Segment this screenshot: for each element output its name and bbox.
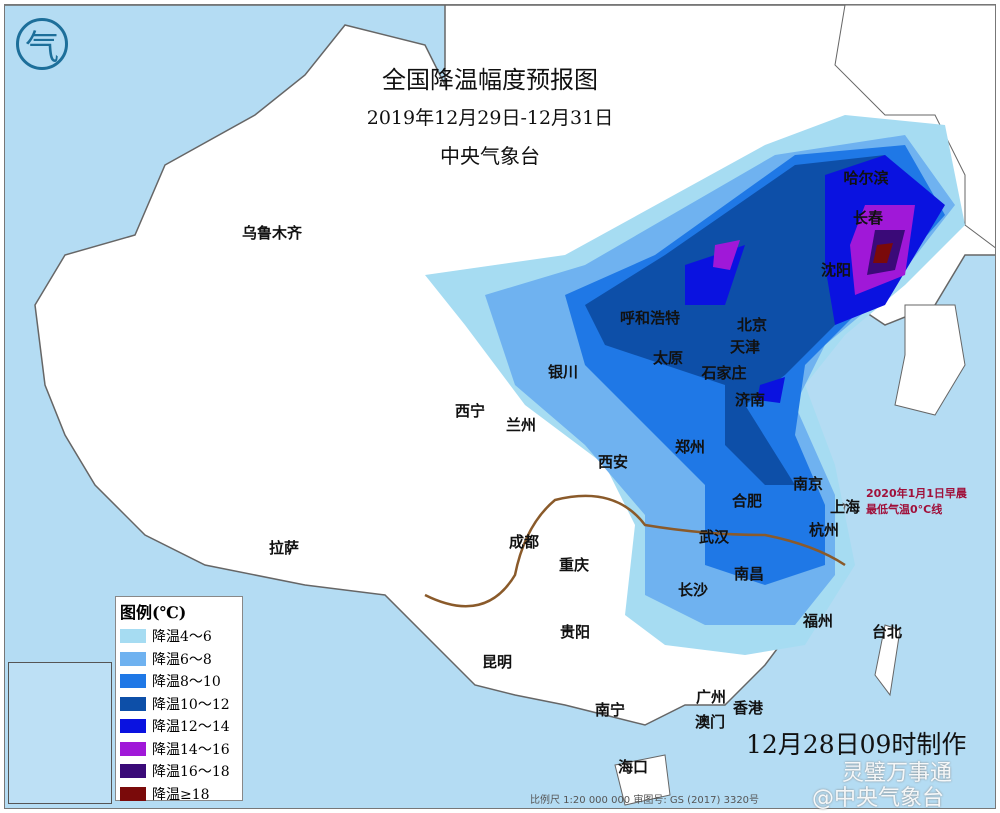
city-label: 银川 [547, 363, 579, 381]
city-label: 兰州 [505, 416, 537, 434]
city-label: 武汉 [698, 528, 730, 546]
korea [894, 304, 966, 416]
issuer: 中央气象台 [440, 144, 540, 168]
legend-item: 降温12～14 [120, 715, 238, 738]
city-label: 石家庄 [701, 364, 747, 382]
city-label: 海口 [617, 758, 649, 776]
city-label: 香港 [732, 699, 764, 717]
legend-label: 降温16～18 [152, 764, 230, 781]
city-label: 乌鲁木齐 [241, 224, 303, 242]
legend-label: 降温4～6 [152, 629, 212, 646]
east-land [834, 5, 995, 249]
city-label: 广州 [695, 688, 727, 706]
watermark-2: @中央气象台 [812, 786, 945, 811]
city-label: 天津 [729, 338, 761, 356]
zero-line-note: 2020年1月1日早晨 最低气温0°C线 [866, 486, 967, 518]
scale-text: 比例尺 1:20 000 000 审图号: GS (2017) 3320号 [530, 795, 760, 806]
legend-swatch [120, 719, 146, 734]
legend-item: 降温8～10 [120, 670, 238, 693]
city-label: 长沙 [677, 581, 709, 599]
map-title: 全国降温幅度预报图 [382, 66, 598, 94]
hainan [614, 754, 671, 806]
legend-swatch [120, 696, 146, 711]
city-label: 西宁 [454, 402, 486, 420]
city-label: 合肥 [731, 492, 763, 510]
city-label: 长春 [852, 209, 884, 227]
legend-swatch [120, 786, 146, 801]
legend-label: 降温6～8 [152, 651, 212, 668]
legend-item: 降温16～18 [120, 760, 238, 783]
legend-item: 降温≥18 [120, 783, 238, 806]
legend-item: 降温10～12 [120, 693, 238, 716]
city-label: 拉萨 [268, 539, 300, 557]
city-label: 哈尔滨 [843, 169, 889, 187]
city-label: 西安 [597, 453, 629, 471]
legend-swatch [120, 764, 146, 779]
city-label: 沈阳 [820, 261, 852, 279]
city-label: 郑州 [674, 438, 706, 456]
legend-label: 降温14～16 [152, 741, 230, 758]
city-label: 贵阳 [559, 623, 591, 641]
legend-item: 降温6～8 [120, 648, 238, 671]
south-china-sea-inset [8, 662, 112, 804]
taiwan [874, 624, 901, 697]
legend-label: 降温8～10 [152, 674, 221, 691]
city-label: 昆明 [481, 653, 513, 671]
legend-swatch [120, 741, 146, 756]
city-label: 济南 [734, 391, 766, 409]
legend-item: 降温14～16 [120, 738, 238, 761]
city-label: 太原 [652, 349, 684, 367]
city-label: 重庆 [558, 556, 590, 574]
legend-swatch [120, 651, 146, 666]
city-label: 澳门 [694, 713, 726, 731]
watermark-1: 灵璧万事通 [842, 761, 953, 786]
date-range: 2019年12月29日-12月31日 [366, 107, 614, 129]
cma-logo: 气 [16, 18, 68, 70]
zero-line-note-line2: 最低气温0°C线 [866, 503, 943, 516]
legend-item: 降温4～6 [120, 625, 238, 648]
contour-14-16 [713, 205, 915, 295]
zero-degree-line [424, 494, 846, 608]
legend-label: 降温≥18 [152, 786, 210, 803]
legend: 图例(℃) 降温4～6 降温6～8 降温8～10 降温10～12 降温12～14 降温14… [115, 596, 243, 803]
city-label: 北京 [736, 316, 768, 334]
city-label: 成都 [508, 533, 540, 551]
contour-18-plus [873, 243, 893, 263]
legend-swatch [120, 629, 146, 644]
city-label: 台北 [871, 623, 903, 641]
made-time: 12月28日09时制作 [746, 730, 967, 759]
city-label: 南京 [792, 475, 824, 493]
city-label: 上海 [829, 498, 861, 516]
legend-label: 降温10～12 [152, 696, 230, 713]
city-label: 福州 [802, 612, 834, 630]
legend-label: 降温12～14 [152, 719, 230, 736]
city-label: 南宁 [594, 701, 626, 719]
city-label: 呼和浩特 [619, 309, 681, 327]
zero-line-note-line1: 2020年1月1日早晨 [866, 487, 967, 500]
legend-title: 图例(℃) [120, 603, 187, 622]
city-label: 杭州 [808, 521, 840, 539]
legend-swatch [120, 674, 146, 689]
city-label: 南昌 [733, 565, 765, 583]
